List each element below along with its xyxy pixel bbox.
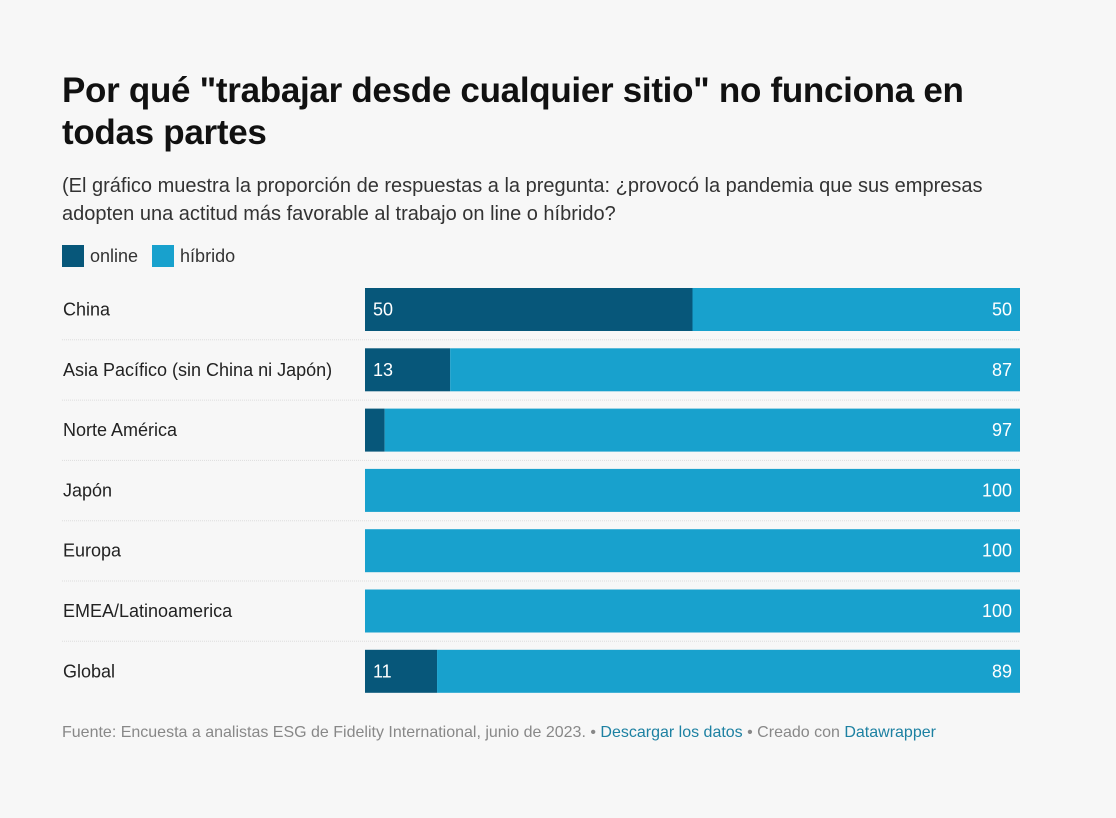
data-label-online: 11 bbox=[373, 661, 392, 681]
bar-hibrido bbox=[365, 468, 1020, 512]
chart-header: Por qué "trabajar desde cualquier sitio"… bbox=[62, 70, 1022, 268]
datawrapper-link[interactable]: Datawrapper bbox=[844, 724, 936, 741]
data-label-online: 13 bbox=[373, 360, 393, 380]
bar-hibrido bbox=[384, 408, 1020, 452]
data-label-hibrido: 87 bbox=[992, 360, 1012, 380]
legend: online híbrido bbox=[62, 244, 1022, 268]
legend-item-online: online bbox=[62, 245, 138, 267]
category-label: Japón bbox=[63, 480, 112, 500]
data-label-hibrido: 100 bbox=[982, 541, 1012, 561]
footer-created-with: • Creado con bbox=[742, 724, 845, 741]
category-label: Norte América bbox=[63, 420, 178, 440]
legend-label-online: online bbox=[90, 245, 139, 266]
category-label: China bbox=[63, 300, 111, 320]
footer-separator: • bbox=[585, 724, 601, 741]
footer-source: Fuente: Encuesta a analistas ESG de Fide… bbox=[62, 724, 586, 741]
category-label: Asia Pacífico (sin China ni Japón) bbox=[63, 360, 332, 380]
chart-subtitle: (El gráfico muestra la proporción de res… bbox=[62, 175, 983, 225]
bar-hibrido bbox=[692, 288, 1020, 331]
bar-hibrido bbox=[450, 348, 1020, 392]
data-label-hibrido: 100 bbox=[982, 480, 1012, 500]
data-label-hibrido: 89 bbox=[992, 661, 1012, 681]
data-label-hibrido: 50 bbox=[992, 300, 1012, 320]
bar-hibrido bbox=[365, 529, 1020, 573]
bar-online bbox=[365, 288, 693, 331]
bar-hibrido bbox=[365, 589, 1020, 633]
legend-item-hibrido: híbrido bbox=[152, 245, 235, 267]
data-label-hibrido: 100 bbox=[982, 601, 1012, 621]
category-label: EMEA/Latinoamerica bbox=[63, 601, 233, 621]
stacked-bar-chart: China 50 50 Asia Pacífico (sin China ni Jap… bbox=[62, 288, 1020, 693]
data-label-hibrido: 97 bbox=[992, 420, 1012, 440]
footer: Fuente: Encuesta a analistas ESG de Fide… bbox=[62, 724, 936, 742]
legend-swatch-hibrido bbox=[152, 245, 175, 267]
bar-online bbox=[365, 348, 451, 392]
bar-hibrido bbox=[437, 649, 1020, 693]
bar-online bbox=[365, 649, 438, 693]
chart-title: Por qué "trabajar desde cualquier sitio"… bbox=[62, 71, 964, 152]
bar-online bbox=[365, 408, 385, 452]
category-label: Global bbox=[63, 661, 115, 681]
category-label: Europa bbox=[63, 541, 122, 561]
legend-label-hibrido: híbrido bbox=[180, 245, 236, 266]
download-data-link[interactable]: Descargar los datos bbox=[600, 724, 743, 741]
legend-swatch-online bbox=[62, 245, 84, 267]
data-label-online: 50 bbox=[373, 300, 393, 320]
